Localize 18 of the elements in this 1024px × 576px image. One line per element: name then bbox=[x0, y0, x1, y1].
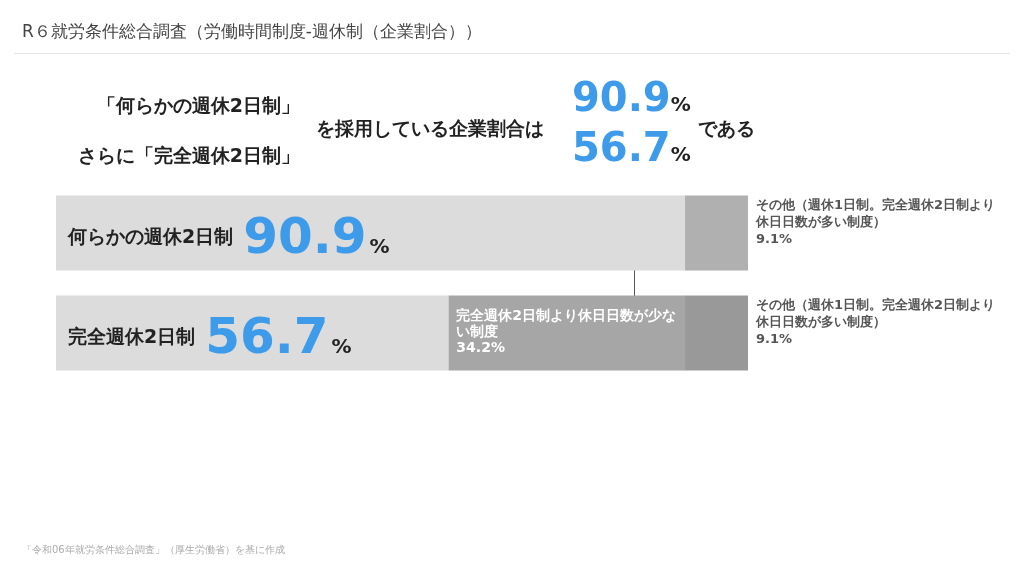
text: 56.7% bbox=[572, 124, 691, 170]
data-label: 90.9% bbox=[243, 207, 390, 265]
data-label: 9.1% bbox=[756, 331, 793, 347]
text: さらに「完全週休2日制」 bbox=[77, 143, 300, 168]
data-label: 9.1% bbox=[756, 231, 793, 247]
text: である bbox=[698, 116, 755, 141]
series-label: 完全週休2日制より休日日数が少ない制度 bbox=[456, 307, 677, 340]
y-tick-label: 何らかの週休2日制 bbox=[67, 225, 234, 247]
text: 「何らかの週休2日制」 bbox=[96, 93, 300, 118]
text: を採用している企業割合は bbox=[316, 116, 544, 141]
series-label: その他（週休1日制。完全週休2日制より休日日数が多い制度） bbox=[755, 197, 996, 230]
text: その他（週休1日制。完全週休2日制より休日日数が多い制度） bbox=[756, 297, 996, 330]
text: 90.9% bbox=[572, 74, 691, 120]
data-label: 34.2% bbox=[456, 339, 505, 356]
y-tick-label: 完全週休2日制 bbox=[68, 325, 196, 347]
chart-title: R６就労条件総合調査（労働時間制度-週休制（企業割合）） bbox=[22, 20, 482, 43]
text: 「令和06年就労条件総合調査」（厚生労働省）を基に作成 bbox=[22, 543, 285, 557]
data-label: 56.7% bbox=[205, 307, 352, 365]
